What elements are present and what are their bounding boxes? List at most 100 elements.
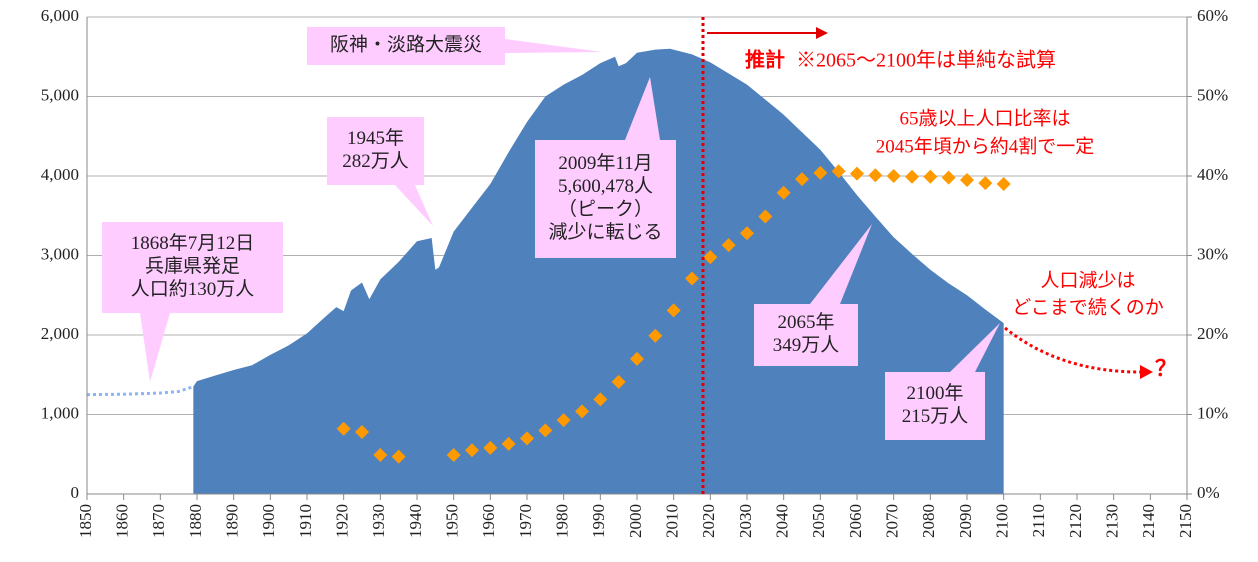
x-tick-label: 1890	[223, 504, 242, 538]
callout-box	[307, 27, 505, 65]
callout-box	[885, 372, 985, 440]
ratio-marker	[813, 165, 828, 180]
x-tick-label: 2090	[956, 504, 975, 538]
callout-box	[754, 304, 858, 366]
ratio-marker	[446, 448, 461, 463]
note-text: ※2065～2100年は単純な試算	[796, 49, 1056, 72]
callout-pointer	[950, 323, 1000, 372]
x-tick-label: 2030	[736, 504, 755, 538]
y-tick-label: 3,000	[41, 244, 79, 263]
projection-arrow-head	[816, 27, 828, 39]
ratio-marker	[905, 169, 919, 184]
ratio-marker	[868, 168, 883, 183]
note-text: 2045年頃から約4割で一定	[876, 135, 1095, 157]
ratio-marker	[850, 166, 864, 181]
x-tick-label: 1900	[259, 504, 278, 538]
y-tick-label: 0	[71, 483, 80, 502]
x-tick-label: 1910	[296, 504, 315, 538]
x-tick-label: 1870	[149, 504, 168, 538]
y2-tick-label: 60%	[1197, 6, 1228, 25]
ratio-marker	[391, 449, 406, 464]
ratio-marker	[648, 328, 663, 343]
ratio-marker	[978, 176, 993, 191]
y-tick-label: 4,000	[41, 165, 79, 184]
x-tick-label: 1950	[443, 504, 462, 538]
ratio-marker	[923, 169, 938, 184]
ratio-marker	[831, 164, 846, 179]
ratio-marker	[465, 443, 479, 458]
y2-tick-label: 20%	[1197, 324, 1228, 343]
x-tick-label: 2100	[993, 504, 1012, 538]
ratio-marker	[336, 421, 351, 436]
callout-text: 人口約130万人	[131, 278, 255, 300]
x-tick-label: 1850	[76, 504, 95, 538]
ratio-marker	[666, 303, 681, 318]
ratio-marker	[758, 209, 773, 224]
dotted-line	[86, 385, 194, 397]
ratio-marker	[685, 271, 699, 286]
y2-tick-label: 0%	[1197, 483, 1220, 502]
callout-text: 1868年7月12日	[131, 232, 255, 254]
x-tick-label: 2130	[1103, 504, 1122, 538]
y-tick-label: 1,000	[41, 403, 79, 422]
x-tick-label: 2140	[1139, 504, 1158, 538]
ratio-marker	[556, 413, 571, 428]
callout-box	[327, 117, 424, 185]
x-tick-label: 1980	[553, 504, 572, 538]
ratio-marker	[355, 424, 369, 439]
ratio-marker	[501, 436, 516, 451]
callout-text: 減少に転じる	[548, 221, 662, 243]
y2-tick-label: 10%	[1197, 403, 1228, 422]
x-tick-label: 1920	[333, 504, 352, 538]
x-tick-label: 2010	[663, 504, 682, 538]
callout-text: 349万人	[773, 334, 840, 356]
x-tick-label: 2060	[846, 504, 865, 538]
ratio-marker	[740, 226, 754, 241]
callout-pointer	[395, 185, 433, 226]
callout-text: 兵庫県発足	[145, 255, 240, 277]
ratio-marker	[776, 185, 791, 200]
ratio-marker	[996, 176, 1011, 191]
callout-text: 2065年	[777, 311, 834, 333]
callout-pointer	[140, 313, 170, 382]
callout-text: 2100年	[906, 382, 963, 404]
callout: 阪神・淡路大震災	[307, 27, 602, 65]
x-tick-label: 1860	[113, 504, 132, 538]
ratio-marker	[886, 169, 901, 183]
ratio-marker	[960, 172, 974, 187]
y2-tick-label: 40%	[1197, 165, 1228, 184]
callout-box	[535, 140, 676, 258]
callout-text: 2009年11月	[558, 152, 652, 174]
callout-box	[102, 222, 283, 313]
callout-pointer	[505, 39, 602, 53]
x-tick-label: 1970	[516, 504, 535, 538]
x-tick-label: 2120	[1066, 504, 1085, 538]
y-tick-label: 5,000	[41, 85, 79, 104]
x-tick-label: 1880	[186, 504, 205, 538]
ratio-marker	[721, 238, 736, 253]
population-area	[193, 48, 1004, 495]
callout-text: （ピーク）	[558, 198, 653, 220]
ratio-marker	[538, 423, 553, 438]
x-tick-label: 2150	[1176, 504, 1195, 538]
note-text: 推計	[745, 48, 785, 72]
callout-text: 215万人	[902, 405, 969, 427]
y-tick-label: 2,000	[41, 324, 79, 343]
x-tick-label: 1940	[406, 504, 425, 538]
ratio-marker	[593, 392, 608, 407]
note-text: どこまで続くのか	[1012, 296, 1163, 318]
x-tick-label: 2070	[883, 504, 902, 538]
y2-tick-label: 50%	[1197, 85, 1228, 104]
ratio-marker	[630, 351, 644, 366]
x-tick-label: 2110	[1029, 504, 1048, 537]
x-tick-label: 2020	[699, 504, 718, 538]
x-tick-label: 2080	[919, 504, 938, 538]
callout-text: 5,600,478人	[558, 175, 653, 197]
ratio-marker	[575, 404, 589, 419]
callout-text: 282万人	[342, 150, 409, 172]
